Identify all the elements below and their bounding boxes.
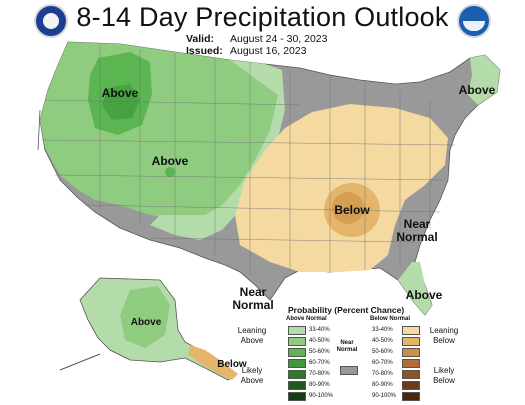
- legend-above-swatch: [288, 337, 306, 346]
- issued-label: Issued:: [186, 45, 223, 57]
- noaa-doc-logo: [34, 4, 68, 38]
- probability-legend: Probability (Percent Chance) Above Norma…: [232, 302, 522, 405]
- legend-above-bin-label: 80-90%: [309, 382, 330, 388]
- date-info: Valid: August 24 - 30, 2023 Issued: August…: [186, 33, 328, 57]
- legend-below-bin-label: 60-70%: [372, 360, 393, 366]
- legend-below-bin-label: 33-40%: [372, 327, 393, 333]
- above-region-northeast: [468, 55, 500, 105]
- legend-leaning-above: Leaning Above: [237, 326, 267, 345]
- map-title: 8-14 Day Precipitation Outlook: [76, 2, 449, 32]
- legend-leaning-below: Leaning Below: [429, 326, 459, 345]
- coastline-extras: [37, 109, 41, 151]
- legend-below-swatch: [402, 359, 420, 368]
- legend-below-bin-label: 50-60%: [372, 349, 393, 355]
- legend-above-bin-label: 33-40%: [309, 327, 330, 333]
- legend-below-swatch: [402, 348, 420, 357]
- legend-below-header: Below Normal: [370, 316, 411, 322]
- below-region-center: [332, 192, 364, 224]
- legend-title: Probability (Percent Chance): [288, 305, 405, 315]
- above-region-florida: [398, 262, 432, 315]
- alaska-aleutians: [59, 353, 101, 371]
- legend-likely-below: Likely Below: [433, 366, 455, 385]
- above-rockies-dot: [165, 167, 175, 177]
- noaa-logo: [457, 4, 491, 38]
- legend-below-bin-label: 80-90%: [372, 382, 393, 388]
- legend-above-header: Above Normal: [286, 316, 327, 322]
- legend-below-swatch: [402, 381, 420, 390]
- label-below-alaska: Below: [217, 359, 247, 370]
- legend-below-swatch: [402, 326, 420, 335]
- above-region-west-core: [102, 84, 140, 120]
- legend-above-swatch: [288, 326, 306, 335]
- legend-below-swatch: [402, 337, 420, 346]
- legend-near-swatch: [340, 366, 358, 375]
- legend-above-swatch: [288, 359, 306, 368]
- legend-above-swatch: [288, 370, 306, 379]
- alaska-above-core: [120, 286, 170, 348]
- legend-above-swatch: [288, 381, 306, 390]
- label-near-normal-se: Near Normal: [396, 217, 438, 244]
- legend-above-swatch: [288, 348, 306, 357]
- label-above-ne: Above: [458, 83, 496, 97]
- label-above-rockies: Above: [151, 154, 189, 168]
- legend-above-bin-label: 60-70%: [309, 360, 330, 366]
- issued-value: August 16, 2023: [230, 45, 307, 57]
- label-above-alaska: Above: [130, 317, 162, 328]
- label-near-normal-sw: Near Normal: [232, 285, 274, 312]
- legend-below-bin-label: 70-80%: [372, 371, 393, 377]
- above-region-west-outer: [150, 60, 285, 240]
- legend-above-bin-label: 90-100%: [309, 393, 334, 399]
- legend-near-header: Near Normal: [336, 340, 358, 353]
- legend-above-bin-label: 40-50%: [309, 338, 330, 344]
- label-above-florida: Above: [405, 288, 443, 302]
- legend-below-swatch: [402, 392, 420, 401]
- valid-label: Valid:: [186, 33, 215, 45]
- legend-likely-above: Likely Above: [240, 366, 264, 385]
- legend-below-swatch: [402, 370, 420, 379]
- legend-above-swatch: [288, 392, 306, 401]
- alaska-below-panhandle: [188, 345, 238, 380]
- legend-below-bin-label: 40-50%: [372, 338, 393, 344]
- label-below-midsouth: Below: [334, 203, 370, 217]
- legend-below-bin-label: 90-100%: [372, 393, 397, 399]
- state-boundaries: [41, 45, 456, 275]
- legend-above-bin-label: 50-60%: [309, 349, 330, 355]
- label-above-nw: Above: [101, 86, 139, 100]
- legend-above-bin-label: 70-80%: [309, 371, 330, 377]
- valid-value: August 24 - 30, 2023: [230, 33, 328, 45]
